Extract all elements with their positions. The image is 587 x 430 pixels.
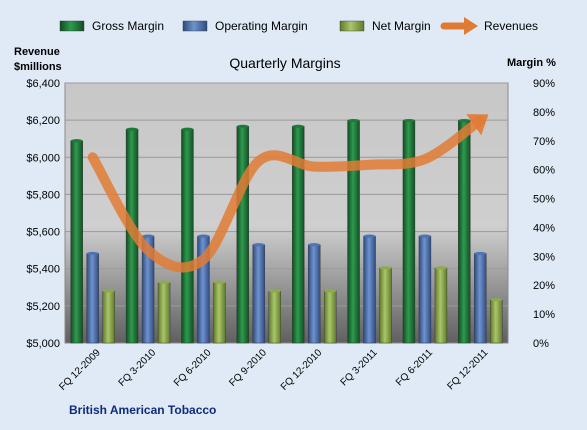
bar-cap [236,124,249,128]
bar-gross-margin [402,120,416,344]
legend-item: Net Margin [339,19,431,33]
bar-cap [418,234,431,238]
right-tick-label: 70% [533,136,555,148]
x-axis-ticks: FQ 12-2009 FQ 3-2010 FQ 6-2010 FQ 9-2010 FQ … [57,347,490,393]
right-axis-title: Margin % [507,57,556,69]
bar-net-margin [102,290,115,344]
bar-operating-margin [363,235,376,344]
bar-net-margin [434,267,448,344]
left-tick-label: $6,400 [26,78,60,90]
bar-operating-margin [252,244,266,344]
revenue-arrowhead [466,114,489,136]
bar-gross-margin [458,120,471,344]
left-tick-label: $6,200 [26,115,60,127]
bar-net-margin [323,290,337,344]
legend-swatch [59,20,85,32]
bar-cap [126,127,139,131]
bar-cap [363,234,376,238]
left-axis-title-line1: Revenue [14,46,60,58]
x-tick-label: FQ 3-2011 [339,347,380,388]
x-tick-label: FQ 9-2010 [227,347,269,389]
bar-cap [490,298,503,302]
right-tick-label: 10% [533,309,555,321]
bar-cap [434,266,447,270]
bar-operating-margin [418,235,432,344]
bar-cap [70,139,83,143]
bar-cap [458,118,471,123]
chart-title: Quarterly Margins [229,55,340,71]
revenue-line [87,115,486,273]
right-tick-label: 90% [533,78,555,90]
bar-cap [197,234,210,238]
bar-gross-margin [236,126,250,344]
legend-item: Revenues [440,17,538,35]
bar-gross-margin [70,140,83,344]
bar-cap [308,243,321,247]
right-tick-label: 40% [533,222,555,234]
bar-net-margin [157,282,171,344]
bar-net-margin [268,290,282,344]
legend-label: Revenues [484,19,538,33]
legend: Gross Margin Operating Margin Net Margin Re… [59,17,538,35]
bar-cap [181,127,194,131]
bar-net-margin [490,299,503,344]
x-tick-label: FQ 12-2010 [279,347,325,393]
bar-cap [252,243,265,247]
right-tick-label: 50% [533,194,555,206]
x-tick-label: FQ 12-2009 [57,347,103,393]
legend-swatch [182,20,208,32]
bar-cap [324,289,337,293]
company-label: British American Tobacco [69,403,216,417]
bar-cap [142,234,155,238]
left-tick-label: $5,400 [26,264,60,276]
left-tick-label: $5,800 [26,189,60,201]
bar-gross-margin [347,120,360,344]
bar-gross-margin [181,129,194,344]
bar-cap [292,124,305,128]
legend-label: Gross Margin [92,19,164,33]
left-axis-title-line2: $millions [14,61,62,73]
x-tick-label: FQ 12-2011 [445,347,490,392]
bar-cap [402,118,415,123]
revenue-line-series [87,114,489,273]
left-tick-label: $5,600 [26,227,60,239]
bar-cap [347,118,360,123]
right-tick-label: 30% [533,251,555,263]
bar-cap [86,251,99,256]
right-tick-label: 20% [533,280,555,292]
legend-swatch [339,20,365,32]
legend-item: Operating Margin [182,19,308,33]
plot-area [64,82,509,344]
bar-net-margin [213,282,226,344]
bar-cap [379,266,392,270]
bar-cap [474,251,487,256]
bar-net-margin [379,267,392,344]
right-tick-label: 80% [533,107,555,119]
legend-label: Net Margin [372,19,431,33]
x-tick-label: FQ 6-2010 [172,347,214,389]
legend-item: Gross Margin [59,19,164,33]
left-tick-label: $5,000 [26,338,60,350]
bar-cap [102,289,115,293]
legend-arrowhead [464,17,478,35]
left-tick-label: $6,000 [26,152,60,164]
bar-cap [158,280,171,284]
x-tick-label: FQ 3-2010 [117,347,159,389]
bar-cap [213,280,226,284]
right-tick-label: 0% [533,338,549,350]
x-tick-label: FQ 6-2011 [394,347,435,388]
bar-operating-margin [474,253,487,344]
bar-operating-margin [307,244,321,344]
bar-operating-margin [86,253,99,344]
bar-cap [268,289,281,293]
legend-label: Operating Margin [215,19,308,33]
left-tick-label: $5,200 [26,301,60,313]
right-tick-label: 60% [533,165,555,177]
right-axis-ticks: 0% 10% 20% 30% 40% 50% 60% 70% 80% 90% [533,78,555,350]
left-axis-ticks: $5,000 $5,200 $5,400 $5,600 $5,800 $6,000 $6,2… [26,78,60,350]
